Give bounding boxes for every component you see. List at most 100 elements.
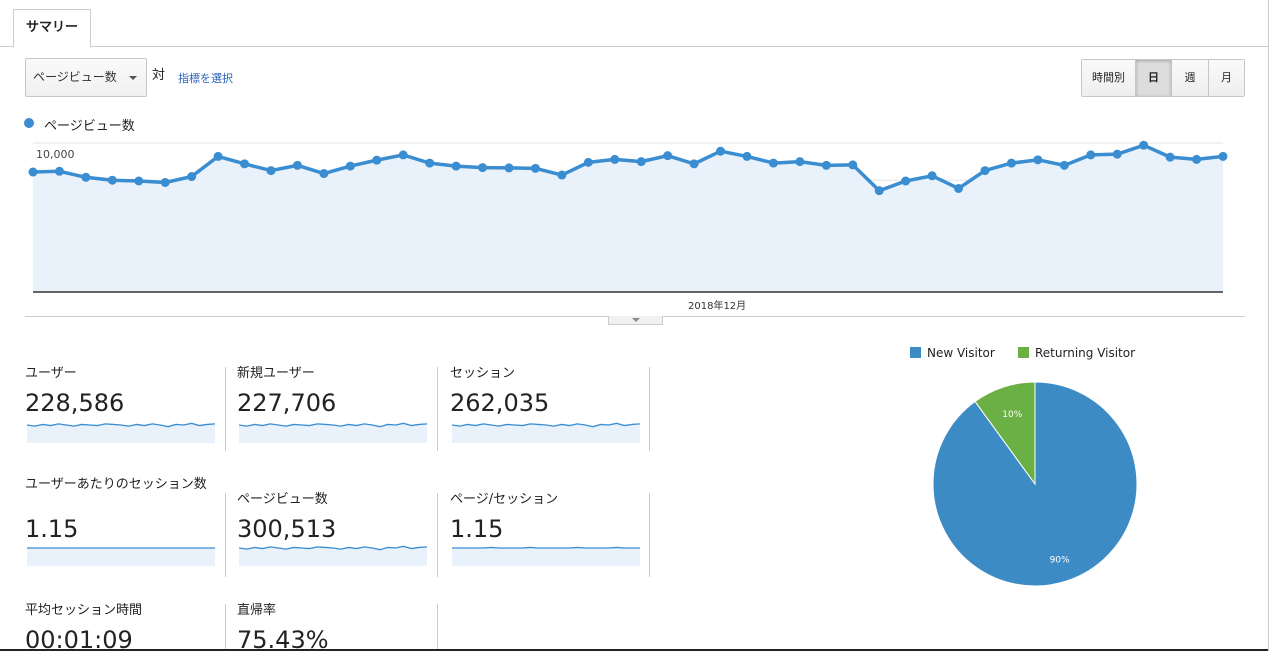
metric-select[interactable]: ページビュー数 — [25, 58, 147, 97]
metric-label: ページビュー数 — [237, 492, 328, 507]
granularity-day-button[interactable]: 日 — [1136, 60, 1172, 96]
metric-select-value: ページビュー数 — [33, 70, 117, 84]
data-point[interactable] — [240, 159, 250, 169]
sparkline-line — [239, 422, 427, 428]
pageviews-line-chart: 10,0005,000 — [28, 140, 1228, 293]
data-point[interactable] — [768, 158, 778, 168]
data-point[interactable] — [821, 160, 831, 170]
data-point[interactable] — [292, 160, 302, 170]
sparkline-area — [239, 423, 427, 443]
right-border — [1268, 0, 1269, 651]
data-point[interactable] — [1059, 160, 1069, 170]
data-point[interactable] — [451, 161, 461, 171]
data-point[interactable] — [610, 154, 620, 164]
tab-bar — [0, 0, 1268, 47]
data-point[interactable] — [107, 175, 117, 185]
select-metric-link[interactable]: 指標を選択 — [178, 72, 233, 85]
x-axis-label: 2018年12月 — [688, 301, 747, 312]
data-point[interactable] — [927, 171, 937, 181]
metric-label: セッション — [450, 366, 516, 381]
data-point[interactable] — [398, 150, 408, 160]
data-point[interactable] — [636, 157, 646, 167]
metric-card-avg-session-duration[interactable]: 平均セッション時間 00:01:09 — [25, 603, 225, 651]
data-point[interactable] — [795, 157, 805, 167]
data-point[interactable] — [1112, 149, 1122, 159]
data-point[interactable] — [530, 163, 540, 173]
pie-slice-returning-visitor[interactable] — [974, 381, 1036, 486]
series-area — [33, 145, 1223, 292]
data-point[interactable] — [213, 151, 223, 161]
metric-label: 新規ユーザー — [237, 366, 315, 381]
data-point[interactable] — [81, 172, 91, 182]
data-point[interactable] — [1139, 140, 1149, 150]
chart-resize-handle[interactable] — [608, 316, 663, 325]
data-point[interactable] — [954, 183, 964, 193]
data-point[interactable] — [1033, 155, 1043, 165]
divider — [225, 604, 226, 651]
divider — [437, 367, 438, 451]
metric-card-sessions[interactable]: セッション 262,035 — [450, 366, 650, 456]
data-point[interactable] — [504, 163, 514, 173]
data-point[interactable] — [1192, 154, 1202, 164]
divider — [649, 367, 650, 451]
sparkline — [452, 546, 640, 566]
data-point[interactable] — [874, 186, 884, 196]
data-point[interactable] — [134, 176, 144, 186]
data-point[interactable] — [266, 166, 276, 176]
data-point[interactable] — [583, 157, 593, 167]
sparkline-line — [452, 546, 640, 549]
metric-value: 228,586 — [25, 389, 125, 417]
visitor-type-pie-chart: 90% 10% — [932, 381, 1138, 587]
data-point[interactable] — [1006, 158, 1016, 168]
data-point[interactable] — [160, 177, 170, 187]
data-point[interactable] — [901, 176, 911, 186]
sparkline-area — [452, 423, 640, 443]
data-point[interactable] — [689, 159, 699, 169]
sparkline — [239, 545, 427, 566]
sparkline-line — [27, 422, 215, 428]
data-point[interactable] — [478, 163, 488, 173]
metric-card-bounce-rate[interactable]: 直帰率 75.43% — [237, 603, 437, 651]
sparkline-line — [452, 422, 640, 428]
series-legend-label: ページビュー数 — [44, 119, 135, 134]
tab-summary[interactable]: サマリー — [13, 9, 91, 48]
metric-value: 300,513 — [237, 515, 337, 543]
granularity-hourly-button[interactable]: 時間別 — [1082, 60, 1136, 96]
data-point[interactable] — [54, 166, 64, 176]
data-point[interactable] — [848, 160, 858, 170]
data-point[interactable] — [1218, 151, 1228, 161]
metric-value: 262,035 — [450, 389, 550, 417]
data-point[interactable] — [1165, 152, 1175, 162]
data-point[interactable] — [557, 170, 567, 180]
granularity-month-button[interactable]: 月 — [1209, 60, 1244, 96]
metric-card-sessions-per-user[interactable]: ユーザーあたりのセッション数 1.15 — [25, 477, 225, 577]
data-point[interactable] — [716, 146, 726, 156]
metric-card-pageviews[interactable]: ページビュー数 300,513 — [237, 492, 437, 582]
divider — [437, 493, 438, 577]
data-point[interactable] — [372, 155, 382, 165]
granularity-week-button[interactable]: 週 — [1172, 60, 1209, 96]
data-point[interactable] — [28, 167, 38, 177]
data-point[interactable] — [319, 169, 329, 179]
y-tick-label: 10,000 — [36, 148, 75, 161]
metric-card-new-users[interactable]: 新規ユーザー 227,706 — [237, 366, 437, 456]
pie-slice-label: 90% — [1050, 556, 1070, 566]
metric-label: ユーザー — [25, 366, 77, 381]
metric-card-pages-per-session[interactable]: ページ/セッション 1.15 — [450, 492, 650, 582]
legend-swatch — [1018, 347, 1029, 358]
metric-card-users[interactable]: ユーザー 228,586 — [25, 366, 225, 456]
sparkline-area — [27, 548, 215, 566]
metric-value: 1.15 — [450, 515, 504, 543]
data-point[interactable] — [345, 161, 355, 171]
data-point[interactable] — [742, 151, 752, 161]
data-point[interactable] — [187, 172, 197, 182]
metric-value: 1.15 — [25, 515, 79, 543]
legend-label: Returning Visitor — [1035, 346, 1136, 360]
data-point[interactable] — [663, 151, 673, 161]
data-point[interactable] — [1086, 150, 1096, 160]
data-point[interactable] — [425, 158, 435, 168]
sparkline — [27, 547, 215, 566]
metric-label: 平均セッション時間 — [25, 603, 143, 618]
divider — [649, 493, 650, 577]
data-point[interactable] — [980, 166, 990, 176]
